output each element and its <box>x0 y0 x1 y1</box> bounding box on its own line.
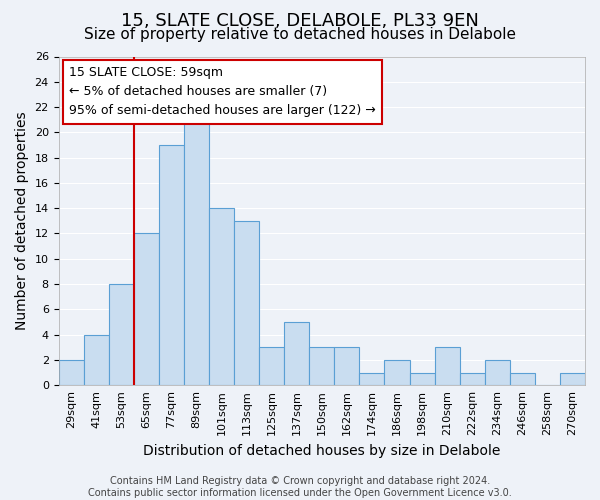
Bar <box>309 348 334 385</box>
Bar <box>460 372 485 385</box>
Bar <box>109 284 134 385</box>
Bar <box>434 348 460 385</box>
X-axis label: Distribution of detached houses by size in Delabole: Distribution of detached houses by size … <box>143 444 500 458</box>
Bar <box>134 234 159 385</box>
Text: 15 SLATE CLOSE: 59sqm
← 5% of detached houses are smaller (7)
95% of semi-detach: 15 SLATE CLOSE: 59sqm ← 5% of detached h… <box>69 66 376 118</box>
Text: Size of property relative to detached houses in Delabole: Size of property relative to detached ho… <box>84 28 516 42</box>
Text: 15, SLATE CLOSE, DELABOLE, PL33 9EN: 15, SLATE CLOSE, DELABOLE, PL33 9EN <box>121 12 479 30</box>
Bar <box>359 372 385 385</box>
Bar <box>83 334 109 385</box>
Bar <box>510 372 535 385</box>
Text: Contains HM Land Registry data © Crown copyright and database right 2024.
Contai: Contains HM Land Registry data © Crown c… <box>88 476 512 498</box>
Bar <box>259 348 284 385</box>
Bar <box>184 107 209 385</box>
Bar <box>59 360 83 385</box>
Bar <box>560 372 585 385</box>
Bar <box>284 322 309 385</box>
Bar <box>234 221 259 385</box>
Bar <box>209 208 234 385</box>
Bar <box>159 145 184 385</box>
Bar <box>410 372 434 385</box>
Bar <box>334 348 359 385</box>
Y-axis label: Number of detached properties: Number of detached properties <box>15 112 29 330</box>
Bar <box>485 360 510 385</box>
Bar <box>385 360 410 385</box>
